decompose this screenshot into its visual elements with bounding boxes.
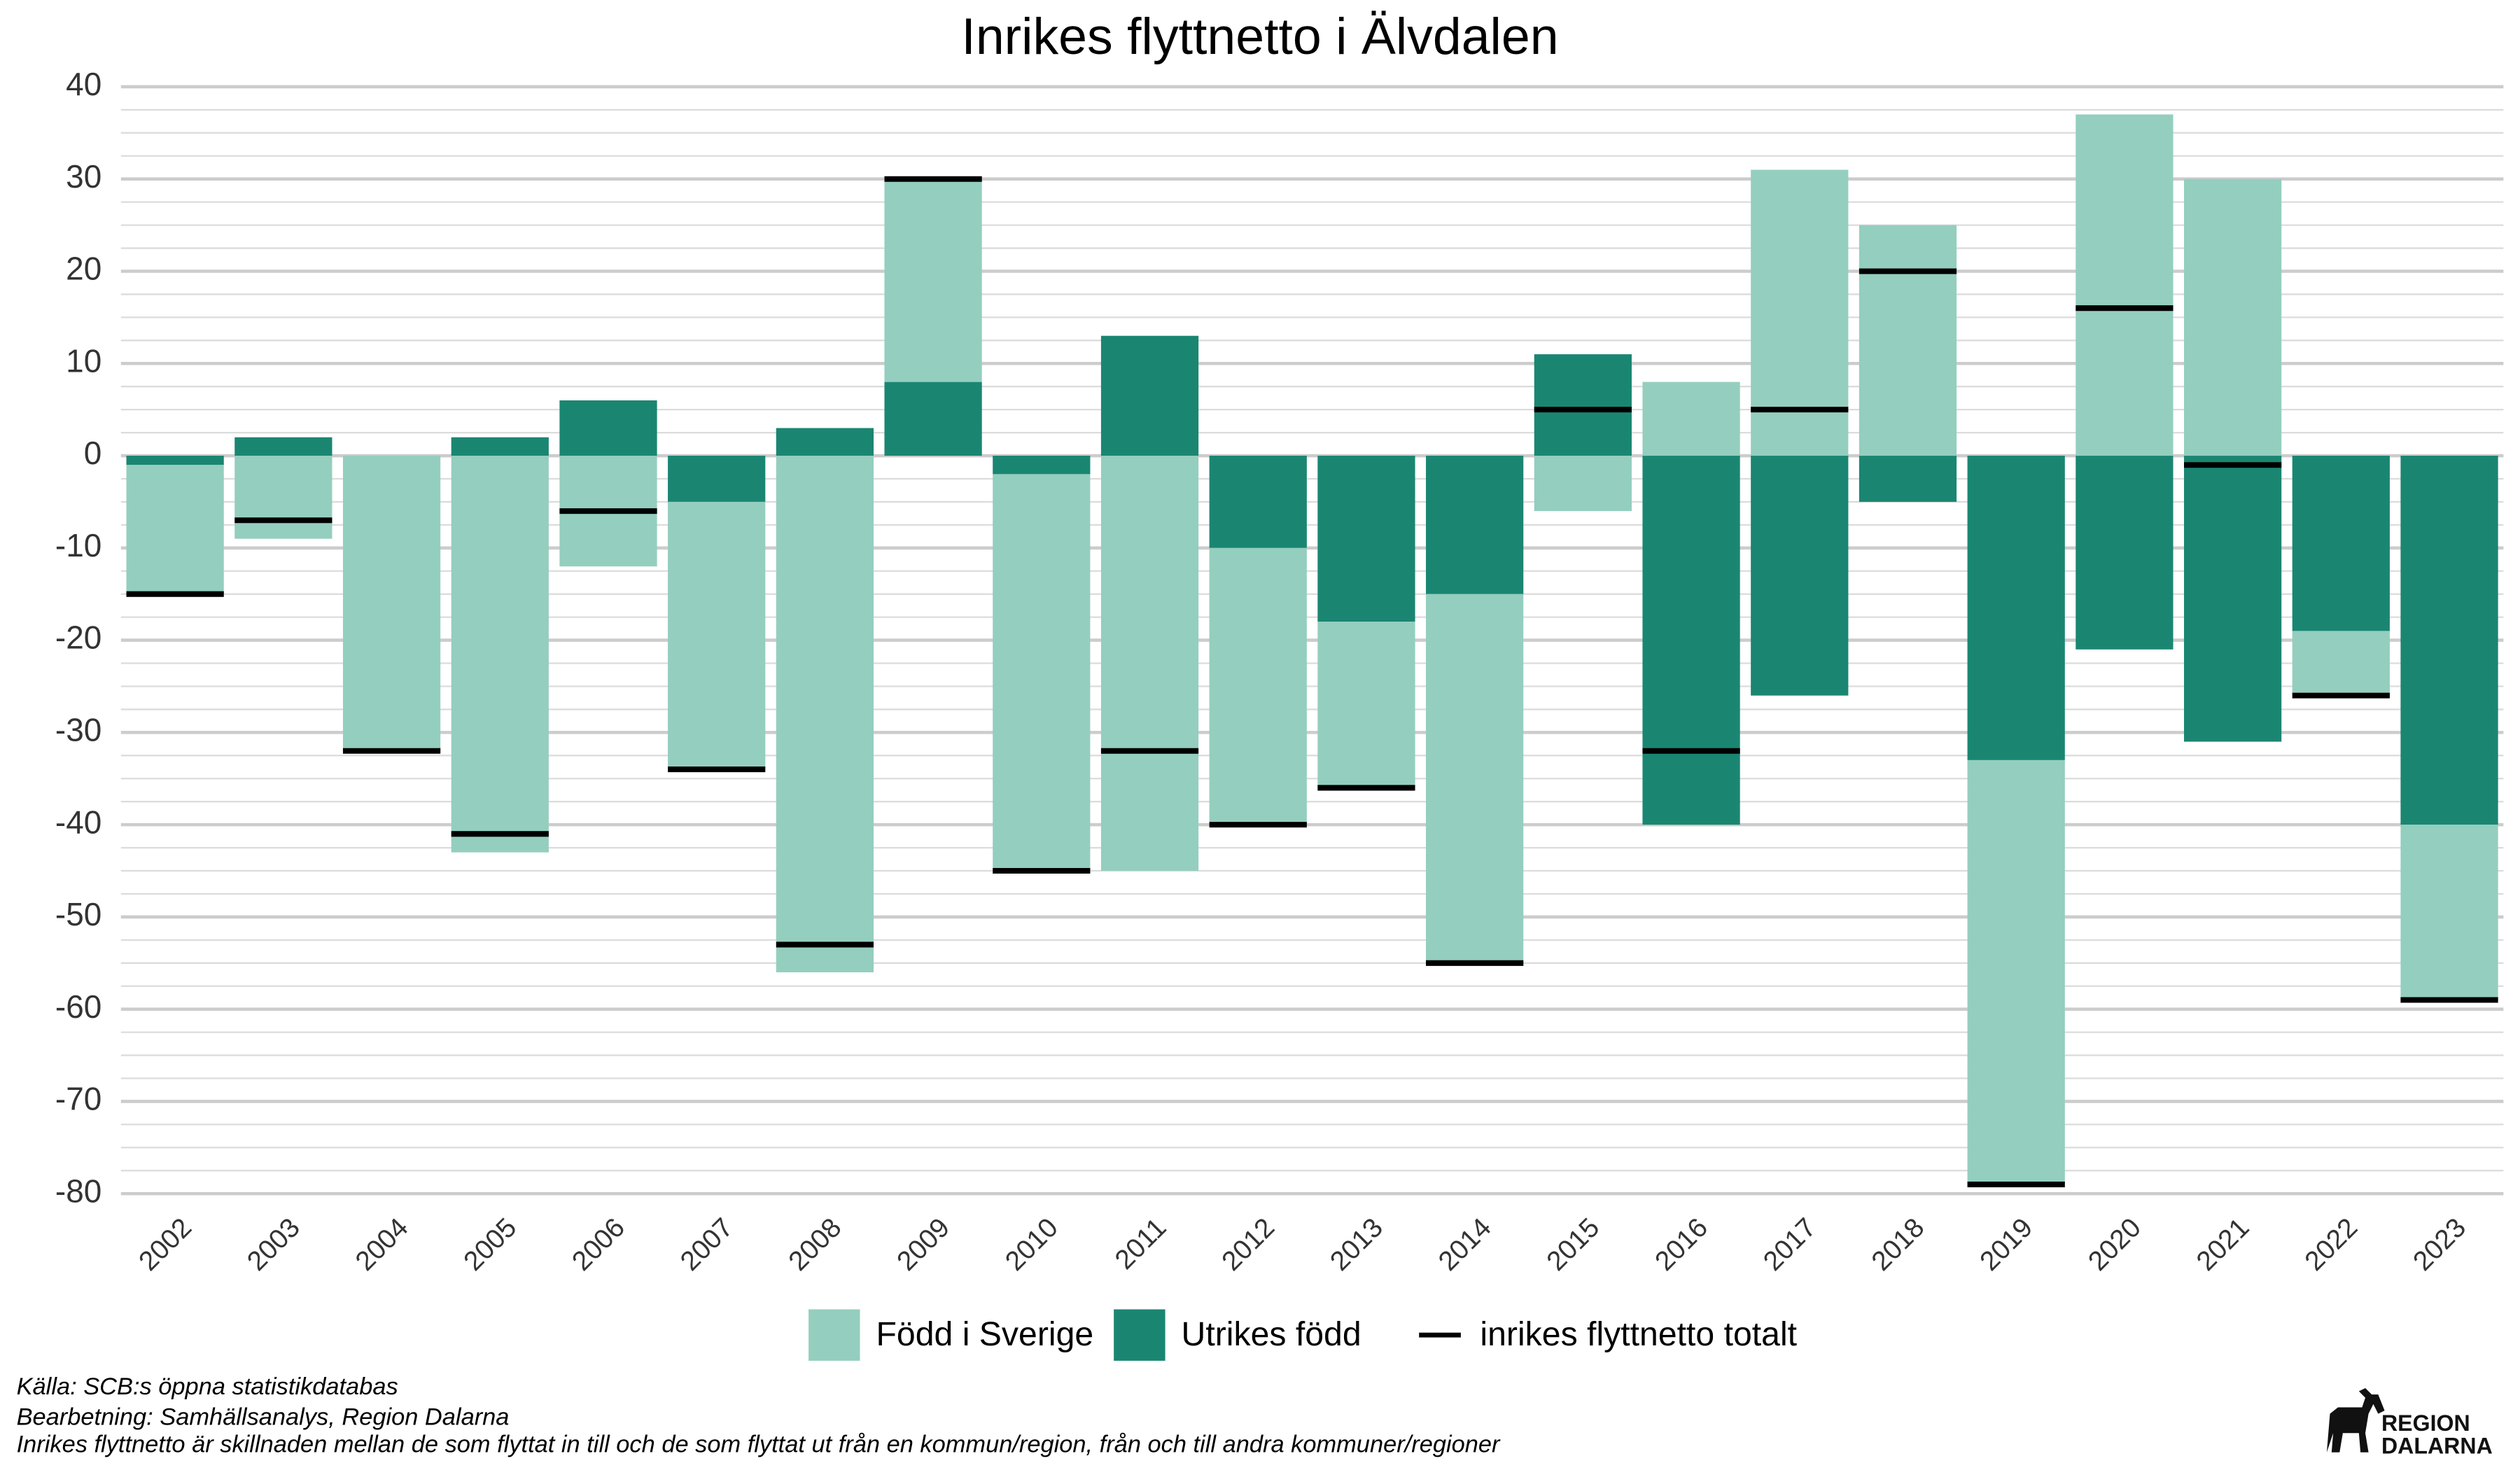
bar-segment bbox=[234, 437, 332, 456]
y-tick-label: -40 bbox=[55, 804, 102, 840]
bar-segment bbox=[2292, 456, 2390, 631]
legend-label: Född i Sverige bbox=[876, 1315, 1093, 1353]
legend-label: Utrikes född bbox=[1182, 1315, 1362, 1353]
bar-segment bbox=[2184, 178, 2282, 456]
y-tick-label: -60 bbox=[55, 988, 102, 1025]
bar-segment bbox=[1100, 335, 1199, 456]
bar-segment bbox=[1967, 456, 2065, 760]
note: Inrikes flyttnetto är skillnaden mellan … bbox=[17, 1432, 1501, 1458]
y-tick-label: -20 bbox=[55, 620, 102, 656]
bar-segment bbox=[1209, 456, 1307, 548]
bar-segment bbox=[2076, 456, 2174, 650]
bar-segment bbox=[451, 456, 549, 853]
bar-segment bbox=[2184, 456, 2282, 742]
y-tick-label: -10 bbox=[55, 527, 102, 564]
y-tick-label: 30 bbox=[66, 158, 102, 195]
bar-segment bbox=[559, 400, 657, 456]
bar-segment bbox=[668, 501, 766, 770]
bar-segment bbox=[884, 178, 982, 382]
bar-segment bbox=[126, 465, 224, 594]
bar-segment bbox=[1426, 594, 1524, 963]
y-tick-label: 10 bbox=[66, 342, 102, 379]
bar-segment bbox=[1751, 456, 1849, 696]
bars bbox=[126, 114, 2498, 1188]
bar-segment bbox=[668, 456, 766, 502]
bar-segment bbox=[2292, 631, 2390, 696]
bar-segment bbox=[1642, 456, 1740, 825]
y-tick-label: 20 bbox=[66, 251, 102, 287]
bar-segment bbox=[1642, 382, 1740, 456]
note: Bearbetning: Samhällsanalys, Region Dala… bbox=[17, 1404, 510, 1431]
logo-text: DALARNA bbox=[2381, 1433, 2493, 1458]
bar-segment bbox=[993, 474, 1091, 872]
chart-title: Inrikes flyttnetto i Älvdalen bbox=[961, 8, 1558, 65]
logo: REGION DALARNA bbox=[2326, 1387, 2493, 1458]
bar-segment bbox=[451, 437, 549, 456]
bar-segment bbox=[1858, 225, 1957, 456]
bar-segment bbox=[1534, 456, 1632, 512]
bar-segment bbox=[1100, 456, 1199, 872]
bar-segment bbox=[2076, 114, 2174, 456]
y-tick-label: -70 bbox=[55, 1081, 102, 1117]
y-tick-label: 40 bbox=[66, 66, 102, 102]
y-tick-label: -80 bbox=[55, 1172, 102, 1209]
bar-segment bbox=[1317, 456, 1415, 622]
bar-segment bbox=[1751, 169, 1849, 456]
logo-horse bbox=[2326, 1387, 2385, 1452]
bar-segment bbox=[342, 456, 441, 751]
bar-segment bbox=[1858, 456, 1957, 502]
bar-segment bbox=[776, 428, 874, 456]
bar-segment bbox=[2400, 825, 2498, 1000]
bar-segment bbox=[1209, 547, 1307, 825]
legend-key bbox=[808, 1309, 860, 1361]
bar-segment bbox=[884, 382, 982, 456]
bar-segment bbox=[1317, 622, 1415, 788]
bar-segment bbox=[776, 456, 874, 972]
y-tick-label: -30 bbox=[55, 711, 102, 748]
bar-segment bbox=[1967, 760, 2065, 1185]
bar-segment bbox=[234, 456, 332, 539]
bar-segment bbox=[993, 456, 1091, 475]
bar-segment bbox=[1534, 354, 1632, 456]
y-tick-label: 0 bbox=[84, 435, 102, 471]
note: Källa: SCB:s öppna statistikdatabas bbox=[17, 1373, 398, 1400]
bar-segment bbox=[2400, 456, 2498, 825]
y-tick-label: -50 bbox=[55, 896, 102, 932]
bar-segment bbox=[1426, 456, 1524, 594]
legend: Född i Sverige Utrikes född inrikes flyttn… bbox=[808, 1309, 1798, 1361]
legend-label: inrikes flyttnetto totalt bbox=[1480, 1315, 1797, 1353]
bar-segment bbox=[126, 456, 224, 465]
legend-key bbox=[1114, 1309, 1166, 1361]
logo-text: REGION bbox=[2381, 1410, 2470, 1436]
